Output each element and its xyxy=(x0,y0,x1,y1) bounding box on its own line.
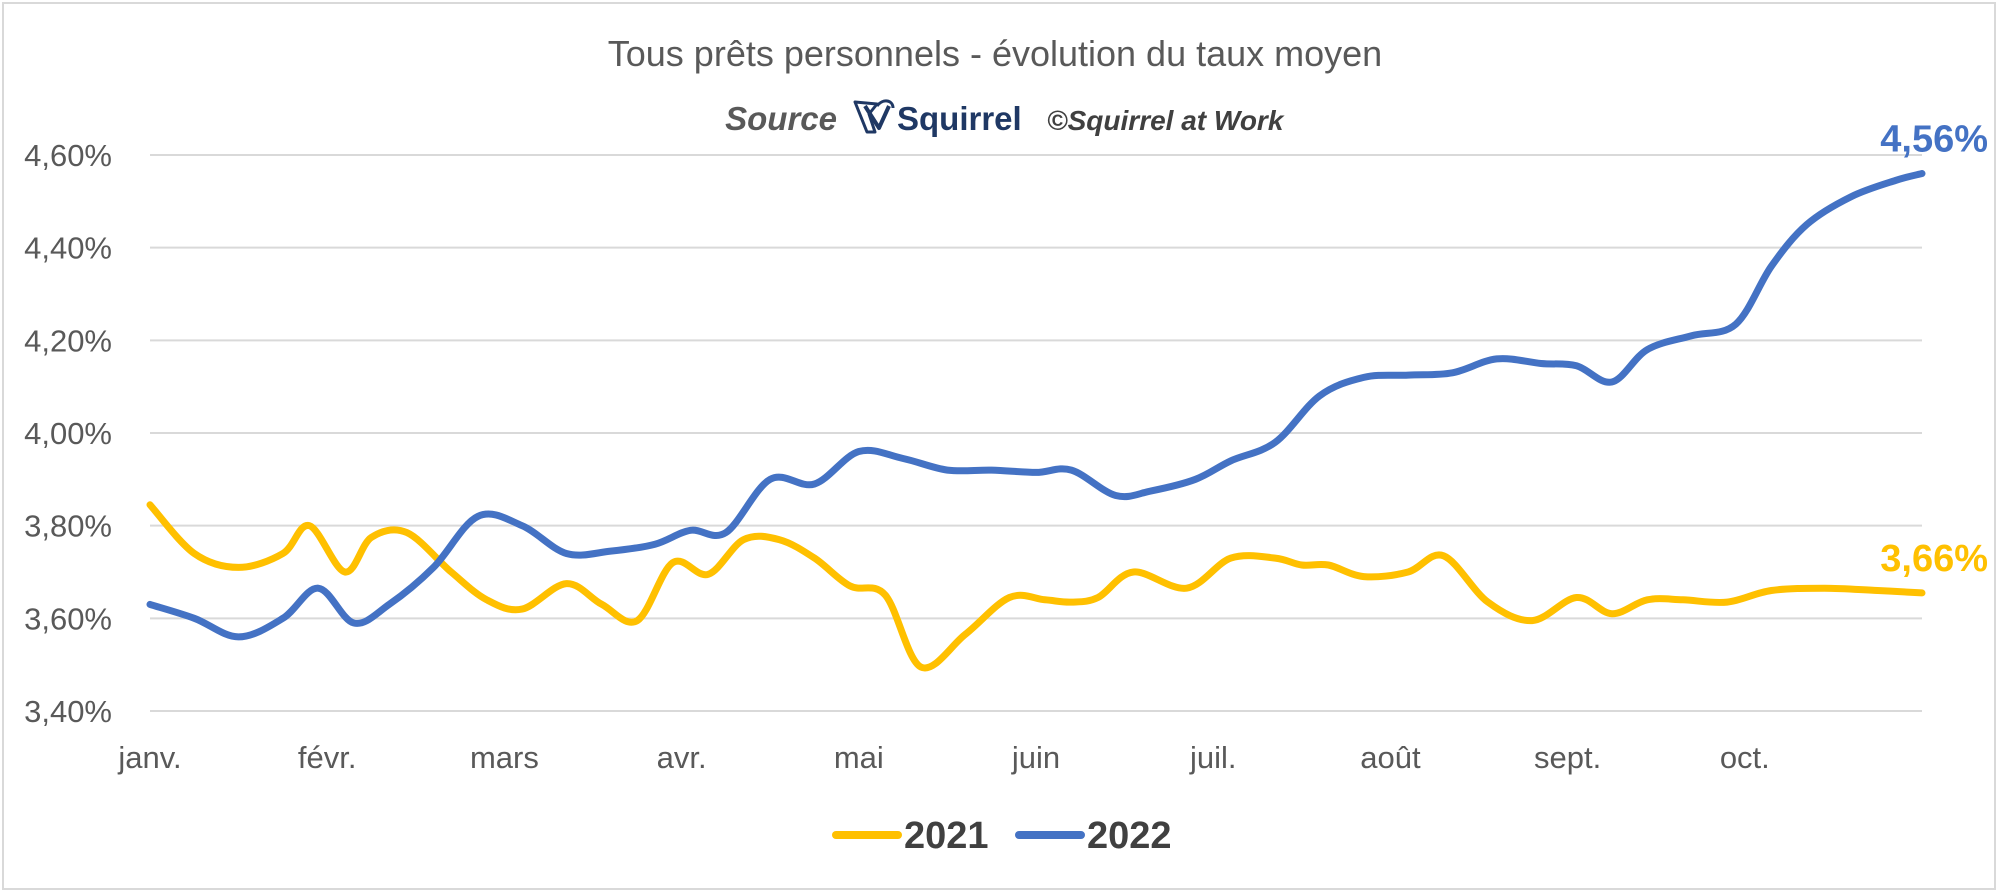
gridlines xyxy=(150,154,1922,712)
series-line-2021 xyxy=(146,501,1926,672)
x-tick-label: sept. xyxy=(1534,740,1601,775)
y-tick-label: 3,80% xyxy=(24,509,112,544)
source-attribution: Source Squirrel ©Squirrel at Work xyxy=(725,99,1285,137)
x-tick-label: mars xyxy=(470,740,539,775)
copyright-text: ©Squirrel at Work xyxy=(1047,105,1285,136)
y-tick-label: 4,60% xyxy=(24,138,112,173)
y-tick-label: 3,40% xyxy=(24,694,112,729)
x-tick-label: févr. xyxy=(298,740,357,775)
end-label-2022: 4,56% xyxy=(1880,119,1988,161)
x-tick-label: août xyxy=(1360,740,1421,775)
y-axis-ticks: 3,40% 3,60% 3,80% 4,00% 4,20% 4,40% 4,60% xyxy=(24,138,112,729)
legend-label-2021: 2021 xyxy=(904,815,989,857)
source-label: Source xyxy=(725,100,837,137)
series-line-2022 xyxy=(146,170,1926,641)
x-tick-label: mai xyxy=(834,740,884,775)
end-labels: 3,66% 4,56% xyxy=(1880,119,1988,580)
x-tick-label: oct. xyxy=(1720,740,1770,775)
legend-label-2022: 2022 xyxy=(1087,815,1172,857)
squirrel-logo-icon xyxy=(853,99,895,134)
y-tick-label: 3,60% xyxy=(24,601,112,636)
end-label-2021: 3,66% xyxy=(1880,538,1988,580)
chart-title: Tous prêts personnels - évolution du tau… xyxy=(608,33,1382,74)
x-tick-label: avr. xyxy=(657,740,707,775)
y-tick-label: 4,00% xyxy=(24,416,112,451)
x-tick-label: juin xyxy=(1011,740,1060,775)
y-tick-label: 4,20% xyxy=(24,323,112,358)
x-tick-label: juil. xyxy=(1189,740,1237,775)
x-tick-label: janv. xyxy=(117,740,181,775)
x-axis-ticks: janv. févr. mars avr. mai juin juil. août sept. o… xyxy=(117,740,1769,775)
series-lines xyxy=(146,170,1926,672)
brand-name: Squirrel xyxy=(897,100,1022,137)
legend: 2021 2022 xyxy=(832,815,1172,857)
y-tick-label: 4,40% xyxy=(24,231,112,266)
